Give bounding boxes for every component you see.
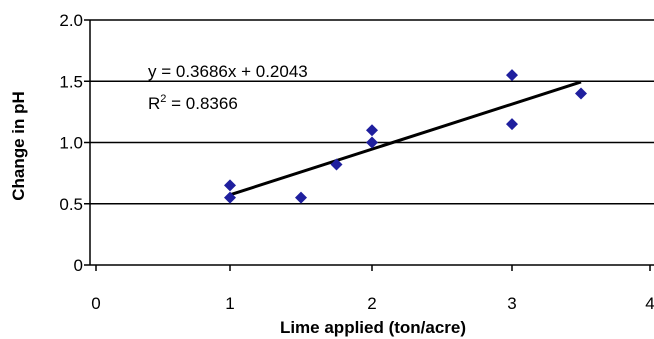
trendline-group [229,80,582,197]
y-axis-title: Change in pH [9,91,28,201]
r-squared-annotation: R2 = 0.8366 [148,93,238,113]
x-tick-label: 0 [91,294,100,313]
data-point [506,69,518,82]
x-tick-label: 1 [225,294,234,313]
y-tick-label: 1.5 [59,72,83,91]
y-tick-label: 1.0 [59,134,83,153]
y-tick-label: 2.0 [59,11,83,30]
data-point [366,124,378,137]
data-point [295,191,307,204]
data-point [575,87,587,100]
r-squared-value: = 0.8366 [166,94,237,113]
r-squared-prefix: R [148,94,160,113]
data-point [224,179,236,192]
trendline [229,80,582,197]
gridlines [90,19,654,205]
data-point [366,136,378,149]
x-axis-title: Lime applied (ton/acre) [280,318,466,337]
x-tick-label: 2 [367,294,376,313]
y-tick-label: 0.5 [59,195,83,214]
data-point [506,118,518,131]
data-points [224,69,587,204]
y-tick-label: 0 [74,256,83,275]
r-squared-superscript: 2 [160,93,166,105]
x-tick-label: 4 [645,294,654,313]
equation-annotation: y = 0.3686x + 0.2043 [148,62,308,81]
x-tick-label: 3 [507,294,516,313]
data-point [330,158,343,171]
tick-labels: 0 0.5 1.0 1.5 2.0 0 1 2 3 4 [59,11,654,313]
axes [84,19,654,271]
data-point [224,191,236,204]
